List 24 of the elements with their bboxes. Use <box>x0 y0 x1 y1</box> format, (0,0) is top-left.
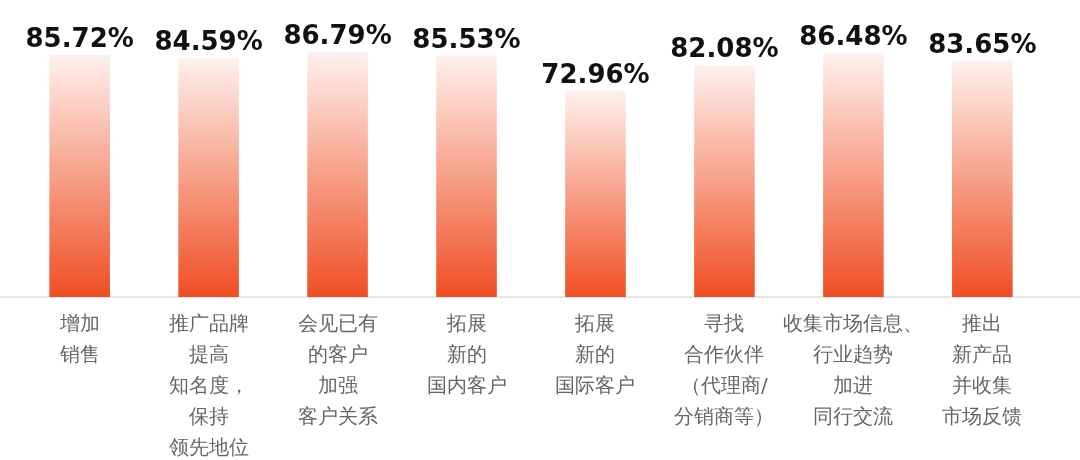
bar <box>952 60 1013 297</box>
bar <box>694 65 755 297</box>
x-tick-label: 推出新产品并收集市场反馈 <box>942 311 1023 428</box>
data-label: 83.65% <box>928 28 1037 59</box>
x-tick-label: 推广品牌提高知名度，保持领先地位 <box>168 311 249 459</box>
x-tick-label: 拓展新的国际客户 <box>555 311 636 397</box>
bar <box>307 52 368 297</box>
x-tick-label: 拓展新的国内客户 <box>426 311 507 397</box>
bar <box>565 91 626 297</box>
x-tick-label: 收集市场信息、行业趋势加进同行交流 <box>783 311 924 428</box>
x-tick-label: 寻找合作伙伴（代理商/分销商等） <box>674 311 775 428</box>
x-tick-label: 增加销售 <box>58 311 100 366</box>
data-label: 85.72% <box>25 23 134 54</box>
bar <box>178 58 239 297</box>
data-label: 86.48% <box>799 20 908 51</box>
bar <box>436 55 497 297</box>
bar <box>823 52 884 297</box>
data-label: 82.08% <box>670 33 779 64</box>
x-tick-label: 会见已有的客户加强客户关系 <box>297 311 378 428</box>
bar <box>49 55 110 297</box>
data-label: 84.59% <box>154 26 263 57</box>
data-label: 86.79% <box>283 20 392 50</box>
data-label: 72.96% <box>541 59 650 90</box>
data-label: 85.53% <box>412 23 521 54</box>
